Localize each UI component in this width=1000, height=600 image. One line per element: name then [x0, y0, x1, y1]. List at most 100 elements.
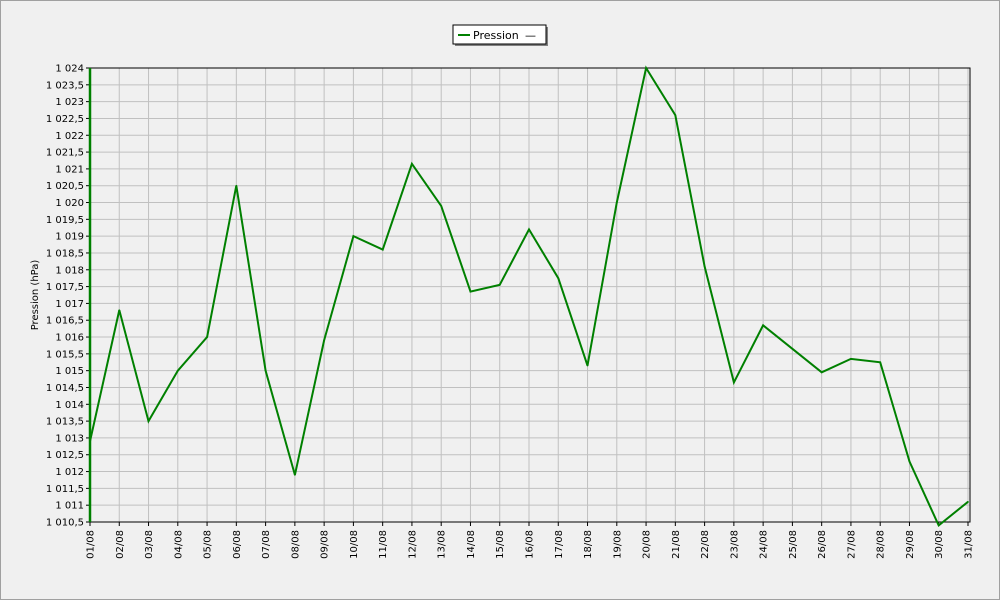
x-tick-label: 26/08 [817, 530, 828, 559]
y-tick-label: 1 010,5 [46, 518, 84, 529]
y-tick-label: 1 019,5 [46, 215, 84, 226]
series-pression [89, 65, 969, 527]
data-point [791, 348, 794, 350]
y-tick-label: 1 012,5 [46, 450, 84, 461]
x-tick-label: 11/08 [378, 530, 389, 559]
y-tick-label: 1 022,5 [46, 114, 84, 125]
y-tick-label: 1 021 [55, 164, 84, 175]
x-tick-label: 13/08 [437, 530, 448, 559]
legend-extra-marker: — [525, 29, 536, 42]
data-point [235, 184, 238, 187]
data-point [294, 474, 296, 476]
y-tick-label: 1 017 [55, 299, 84, 310]
data-point [264, 369, 267, 372]
x-tick-label: 20/08 [642, 530, 653, 559]
y-tick-label: 1 011 [55, 501, 84, 512]
data-point [440, 205, 443, 207]
x-tick-label: 10/08 [349, 530, 360, 559]
data-point [937, 524, 940, 527]
y-tick-label: 1 016,5 [46, 316, 84, 327]
y-tick-label: 1 014 [55, 400, 84, 411]
y-tick-label: 1 020 [55, 198, 84, 209]
legend-box [452, 24, 547, 45]
x-tick-label: 18/08 [583, 530, 594, 559]
data-point [733, 381, 735, 384]
y-tick-label: 1 022 [55, 131, 84, 142]
data-point [118, 309, 121, 311]
y-tick-label: 1 013,5 [46, 417, 84, 428]
data-point [469, 290, 472, 293]
y-tick-label: 1 017,5 [46, 282, 84, 293]
data-point [498, 284, 501, 286]
y-tick-label: 1 013 [55, 433, 84, 444]
grid-lines [86, 67, 970, 526]
x-tick-label: 12/08 [407, 530, 418, 559]
data-point [89, 440, 91, 443]
x-tick-label: 27/08 [846, 530, 857, 559]
data-point [645, 67, 647, 69]
y-axis-tick-labels: 1 010,5 1 011 1 011,5 1 012 1 012,5 1 013 1 01… [46, 64, 84, 529]
y-tick-label: 1 011,5 [46, 484, 84, 495]
x-tick-label: 25/08 [788, 530, 799, 559]
x-tick-label: 15/08 [495, 530, 506, 559]
y-axis-label: Pression (hPa) [30, 260, 41, 331]
x-tick-label: 28/08 [876, 530, 887, 559]
y-tick-label: 1 016 [55, 333, 84, 344]
x-tick-label: 16/08 [525, 530, 536, 559]
x-tick-label: 17/08 [554, 530, 565, 559]
data-point [528, 228, 530, 231]
data-point [762, 324, 764, 327]
data-point [411, 163, 413, 165]
legend-label-pression: Pression [473, 29, 519, 42]
y-tick-label: 1 014,5 [46, 383, 84, 394]
y-tick-label: 1 021,5 [46, 148, 84, 159]
y-tick-label: 1 015,5 [46, 349, 84, 360]
x-tick-label: 19/08 [612, 530, 623, 559]
x-tick-label: 29/08 [905, 530, 916, 559]
x-tick-label: 24/08 [759, 530, 770, 559]
x-tick-label: 03/08 [144, 530, 155, 559]
x-tick-label: 22/08 [700, 530, 711, 559]
data-point [850, 358, 852, 360]
data-point [908, 460, 911, 463]
y-tick-label: 1 019 [55, 232, 84, 243]
x-tick-label: 06/08 [232, 530, 243, 559]
data-point [616, 201, 618, 204]
data-point [323, 339, 325, 342]
x-axis-tick-labels: 01/08 02/08 03/08 04/08 05/08 06/08 07/08 08/08… [86, 530, 975, 559]
x-tick-label: 31/08 [964, 530, 975, 559]
data-point [879, 361, 881, 364]
data-point [177, 369, 179, 372]
data-point [352, 235, 355, 237]
y-tick-label: 1 023 [55, 97, 84, 108]
y-tick-label: 1 024 [55, 64, 84, 75]
x-tick-label: 02/08 [115, 530, 126, 559]
y-tick-label: 1 018 [55, 265, 84, 276]
x-tick-label: 21/08 [671, 530, 682, 559]
x-tick-label: 05/08 [203, 530, 214, 559]
data-point [586, 364, 589, 367]
x-tick-label: 08/08 [290, 530, 301, 559]
x-tick-label: 01/08 [86, 530, 97, 559]
legend: Pression — [452, 24, 548, 46]
x-tick-label: 23/08 [729, 530, 740, 559]
x-tick-label: 30/08 [934, 530, 945, 559]
data-point [674, 114, 677, 116]
x-tick-label: 04/08 [173, 530, 184, 559]
y-tick-label: 1 020,5 [46, 181, 84, 192]
y-tick-label: 1 015 [55, 366, 84, 377]
x-tick-label: 07/08 [261, 530, 272, 559]
data-point [206, 336, 208, 338]
x-tick-label: 09/08 [320, 530, 331, 559]
data-point [820, 371, 823, 374]
data-point [557, 277, 560, 279]
y-tick-label: 1 012 [55, 467, 84, 478]
data-point [381, 248, 384, 251]
data-point [967, 501, 969, 503]
data-point [147, 420, 150, 422]
data-point [703, 265, 706, 268]
y-tick-label: 1 018,5 [46, 248, 84, 259]
plot-area [90, 68, 970, 522]
x-tick-label: 14/08 [466, 530, 477, 559]
